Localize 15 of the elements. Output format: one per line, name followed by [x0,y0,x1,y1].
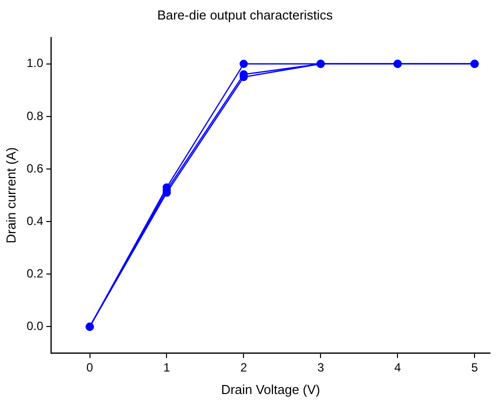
y-tick-label: 0.0 [26,319,44,334]
y-tick-label: 0.4 [26,214,44,228]
y-axis-title: Drain current (A) [3,147,18,244]
x-axis-title: Drain Voltage (V) [221,382,320,397]
x-tick-label: 4 [394,360,402,375]
x-tick-label: 5 [471,360,478,375]
x-tick-label: 2 [240,360,248,375]
x-tick-label: 1 [163,360,170,375]
x-tick-label: 3 [317,360,324,375]
y-tick-label: 0.6 [26,161,44,176]
y-tick-label: 0.8 [26,108,44,123]
y-tick-label: 0.2 [26,266,44,280]
y-tick-label: 1.0 [26,56,44,70]
chart-title: Bare-die output characteristics [157,7,334,22]
x-tick-label: 0 [86,360,94,375]
